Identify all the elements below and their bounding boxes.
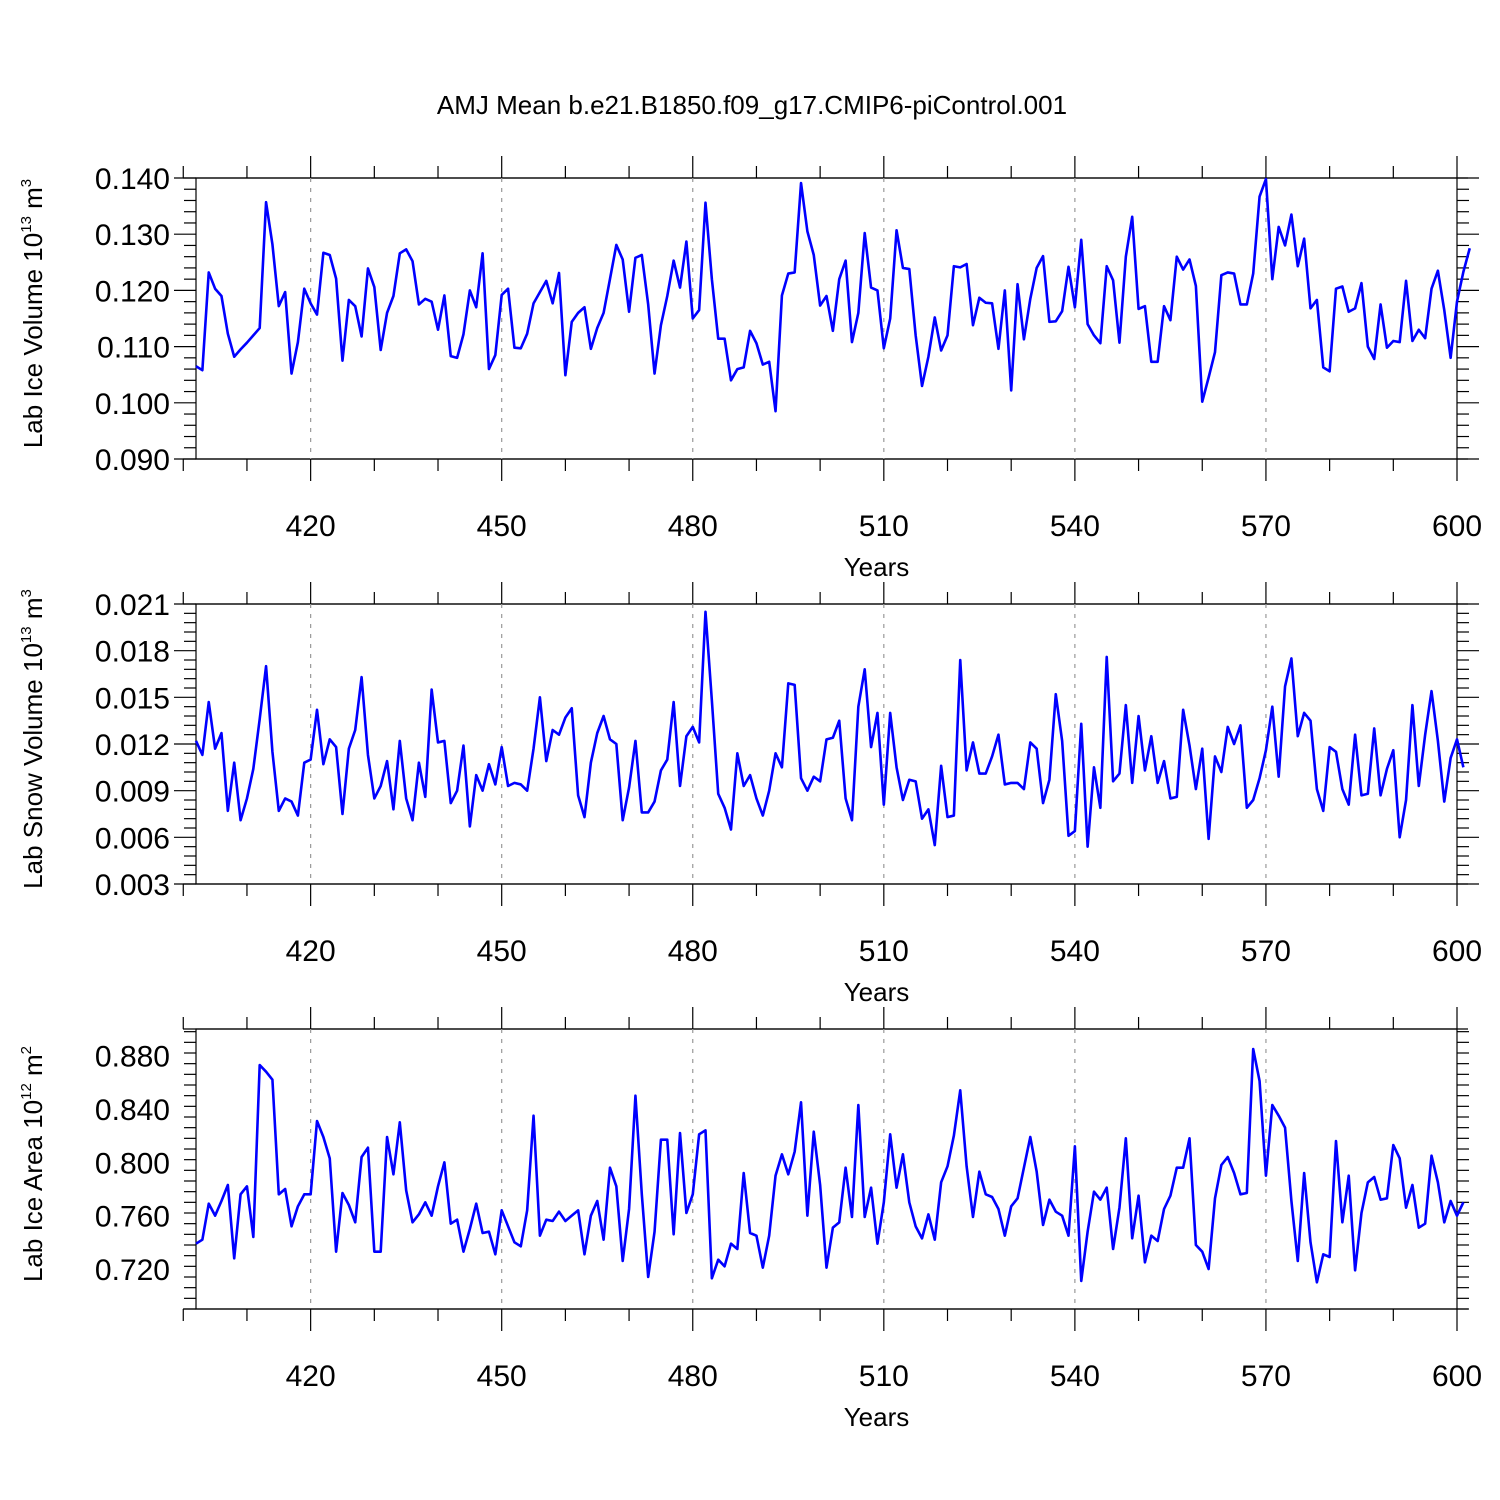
y-tick-label: 0.021 [95, 589, 170, 622]
x-tick-label: 540 [1050, 510, 1100, 543]
y-tick-label: 0.003 [95, 869, 170, 902]
figure-title: AMJ Mean b.e21.B1850.f09_g17.CMIP6-piCon… [437, 90, 1067, 120]
series-line [195, 1047, 1465, 1284]
x-tick-label: 600 [1432, 1360, 1482, 1393]
series-line [194, 610, 1465, 848]
y-tick-label: 0.720 [95, 1254, 170, 1287]
y-tick-label: 0.012 [95, 729, 170, 762]
x-tick-label: 600 [1432, 935, 1482, 968]
x-tick-label: 510 [859, 935, 909, 968]
x-tick-label: 480 [668, 510, 718, 543]
y-tick-label: 0.120 [95, 275, 170, 308]
x-tick-label: 450 [477, 510, 527, 543]
x-tick-label: 510 [859, 510, 909, 543]
panel-lab-snow-volume: 0.003 0.006 0.009 0.012 0.015 0.018 0.021 420 45… [18, 582, 1482, 1007]
y-tick-label: 0.140 [95, 163, 170, 196]
x-tick-label: 420 [286, 510, 336, 543]
x-tick-label: 570 [1241, 510, 1291, 543]
y-tick-label: 0.009 [95, 776, 170, 809]
y-tick-label: 0.110 [97, 332, 170, 365]
x-tick-label: 450 [477, 935, 527, 968]
x-tick-label: 420 [286, 935, 336, 968]
x-tick-label: 540 [1050, 935, 1100, 968]
y-tick-label: 0.130 [95, 219, 170, 252]
x-tick-label: 450 [477, 1360, 527, 1393]
y-tick-label: 0.880 [95, 1041, 170, 1074]
y-tick-label: 0.018 [95, 636, 170, 669]
x-tick-label: 480 [668, 1360, 718, 1393]
x-tick-label: 420 [286, 1360, 336, 1393]
panel-lab-ice-area: 0.720 0.760 0.800 0.840 0.880 420 450 480 510 540… [18, 1007, 1482, 1432]
y-axis-label: Lab Snow Volume 1013 m3 [18, 589, 48, 889]
series-line [195, 177, 1471, 413]
x-tick-label: 570 [1241, 935, 1291, 968]
x-tick-label: 540 [1050, 1360, 1100, 1393]
panel-lab-ice-volume: 0.090 0.100 0.110 0.120 0.130 0.140 420 450 480 5… [18, 156, 1482, 582]
y-axis-label: Lab Ice Area 1012 m2 [18, 1046, 48, 1282]
x-tick-label: 480 [668, 935, 718, 968]
y-tick-label: 0.090 [95, 444, 170, 477]
y-tick-label: 0.015 [95, 682, 170, 715]
x-axis-label: Years [844, 552, 910, 582]
y-tick-label: 0.100 [95, 388, 170, 421]
x-tick-label: 600 [1432, 510, 1482, 543]
y-tick-label: 0.800 [95, 1147, 170, 1180]
y-tick-label: 0.840 [95, 1094, 170, 1127]
x-axis-label: Years [844, 1402, 910, 1432]
x-axis-label: Years [844, 977, 910, 1007]
y-tick-label: 0.006 [95, 822, 170, 855]
y-tick-label: 0.760 [95, 1201, 170, 1234]
y-axis-label: Lab Ice Volume 1013 m3 [18, 179, 48, 448]
x-tick-label: 570 [1241, 1360, 1291, 1393]
x-tick-label: 510 [859, 1360, 909, 1393]
